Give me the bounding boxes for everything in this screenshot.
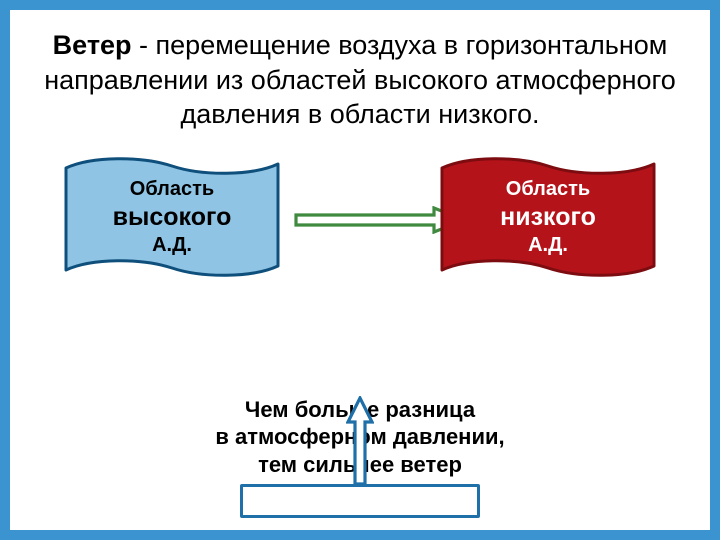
low-pressure-label: Область низкого А.Д.	[438, 152, 658, 282]
low-line3: А.Д.	[528, 233, 568, 257]
high-line3: А.Д.	[152, 233, 192, 257]
vertical-arrow-path	[348, 398, 372, 484]
vertical-arrow-icon	[346, 396, 374, 484]
definition-text: Ветер - перемещение воздуха в горизонтал…	[32, 28, 688, 132]
high-pressure-label: Область высокого А.Д.	[62, 152, 282, 282]
diagram: Область высокого А.Д. Область низкого А.…	[32, 144, 688, 314]
high-pressure-flag: Область высокого А.Д.	[62, 152, 282, 282]
low-pressure-flag: Область низкого А.Д.	[438, 152, 658, 282]
low-line2: низкого	[500, 202, 596, 232]
definition-term: Ветер	[53, 30, 132, 60]
definition-body: - перемещение воздуха в горизонтальном н…	[44, 30, 676, 129]
low-line1: Область	[506, 177, 590, 201]
slide: Ветер - перемещение воздуха в горизонтал…	[10, 10, 710, 530]
high-line2: высокого	[113, 202, 232, 232]
bottom-box	[240, 484, 480, 518]
high-line1: Область	[130, 177, 214, 201]
